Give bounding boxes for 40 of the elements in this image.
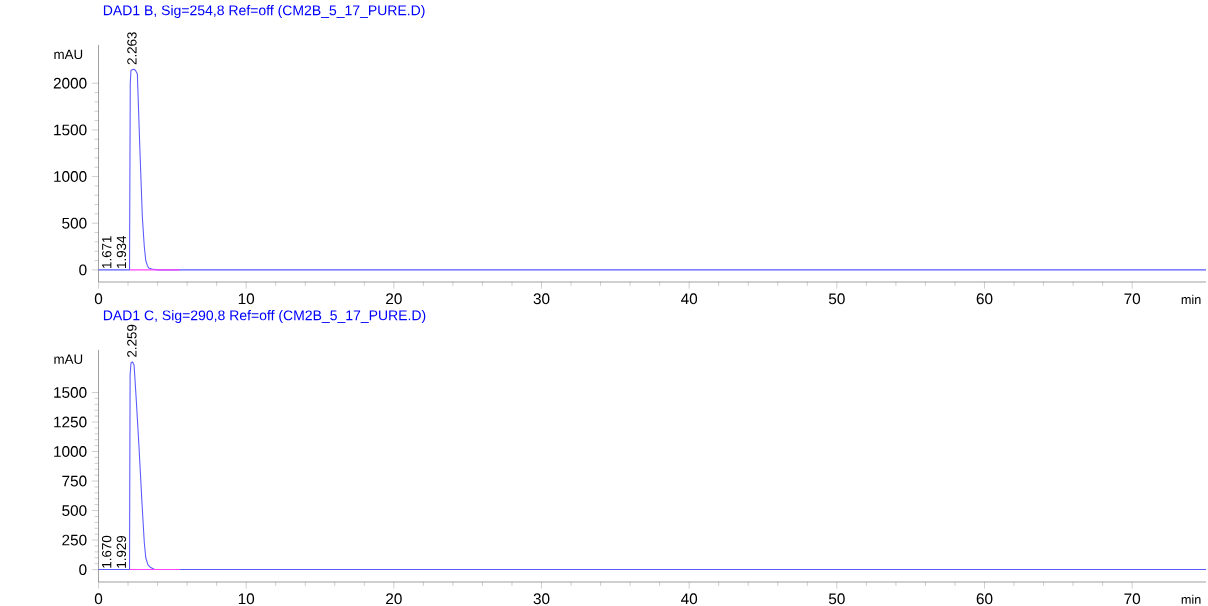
annotation: 1.671 bbox=[102, 236, 112, 268]
chart-title: DAD1 C, Sig=290,8 Ref=off (CM2B_5_17_PURE.D) bbox=[103, 310, 426, 324]
x-axis-title: min bbox=[1181, 594, 1201, 604]
y-tick-label: 250 bbox=[62, 534, 87, 546]
y-axis-title: mAU bbox=[54, 354, 83, 364]
x-tick-label: 70 bbox=[1124, 293, 1141, 305]
y-tick-label: 1500 bbox=[54, 124, 87, 136]
x-tick-label: 10 bbox=[238, 593, 255, 605]
x-tick-label: 50 bbox=[828, 593, 845, 605]
x-tick-label: 70 bbox=[1124, 593, 1141, 605]
x-tick-label: 30 bbox=[533, 293, 550, 305]
annotation: 1.934 bbox=[116, 235, 127, 268]
x-tick-label: 40 bbox=[681, 293, 698, 305]
x-tick-label: 20 bbox=[386, 593, 402, 605]
y-axis-title: mAU bbox=[54, 49, 83, 60]
x-tick-label: 10 bbox=[238, 293, 255, 305]
y-tick-label: 2000 bbox=[53, 77, 87, 89]
x-tick-label: 30 bbox=[533, 593, 550, 605]
x-axis-title: min bbox=[1181, 294, 1201, 304]
x-tick-label: 60 bbox=[976, 293, 993, 305]
annotation: 1.929 bbox=[116, 535, 127, 568]
x-tick-label: 40 bbox=[681, 593, 698, 605]
x-tick-label: 0 bbox=[94, 293, 103, 305]
annotation: 1.670 bbox=[101, 535, 112, 568]
y-tick-label: 1000 bbox=[54, 446, 87, 457]
y-tick-label: 0 bbox=[79, 564, 87, 576]
y-tick-label: 750 bbox=[62, 475, 87, 487]
x-tick-label: 50 bbox=[828, 293, 845, 305]
chart-title: DAD1 B, Sig=254,8 Ref=off (CM2B_5_17_PURE.D) bbox=[103, 5, 425, 19]
x-tick-label: 20 bbox=[386, 293, 402, 305]
y-tick-label: 1250 bbox=[54, 416, 87, 428]
y-tick-label: 0 bbox=[79, 264, 87, 276]
y-tick-label: 1500 bbox=[54, 387, 87, 398]
x-tick-label: 0 bbox=[94, 593, 103, 605]
annotation: 2.259 bbox=[127, 324, 137, 357]
annotation: 2.263 bbox=[127, 32, 137, 65]
y-tick-label: 500 bbox=[62, 505, 87, 516]
y-tick-label: 1000 bbox=[54, 171, 87, 182]
y-tick-label: 500 bbox=[62, 217, 87, 229]
x-tick-label: 60 bbox=[976, 593, 993, 605]
